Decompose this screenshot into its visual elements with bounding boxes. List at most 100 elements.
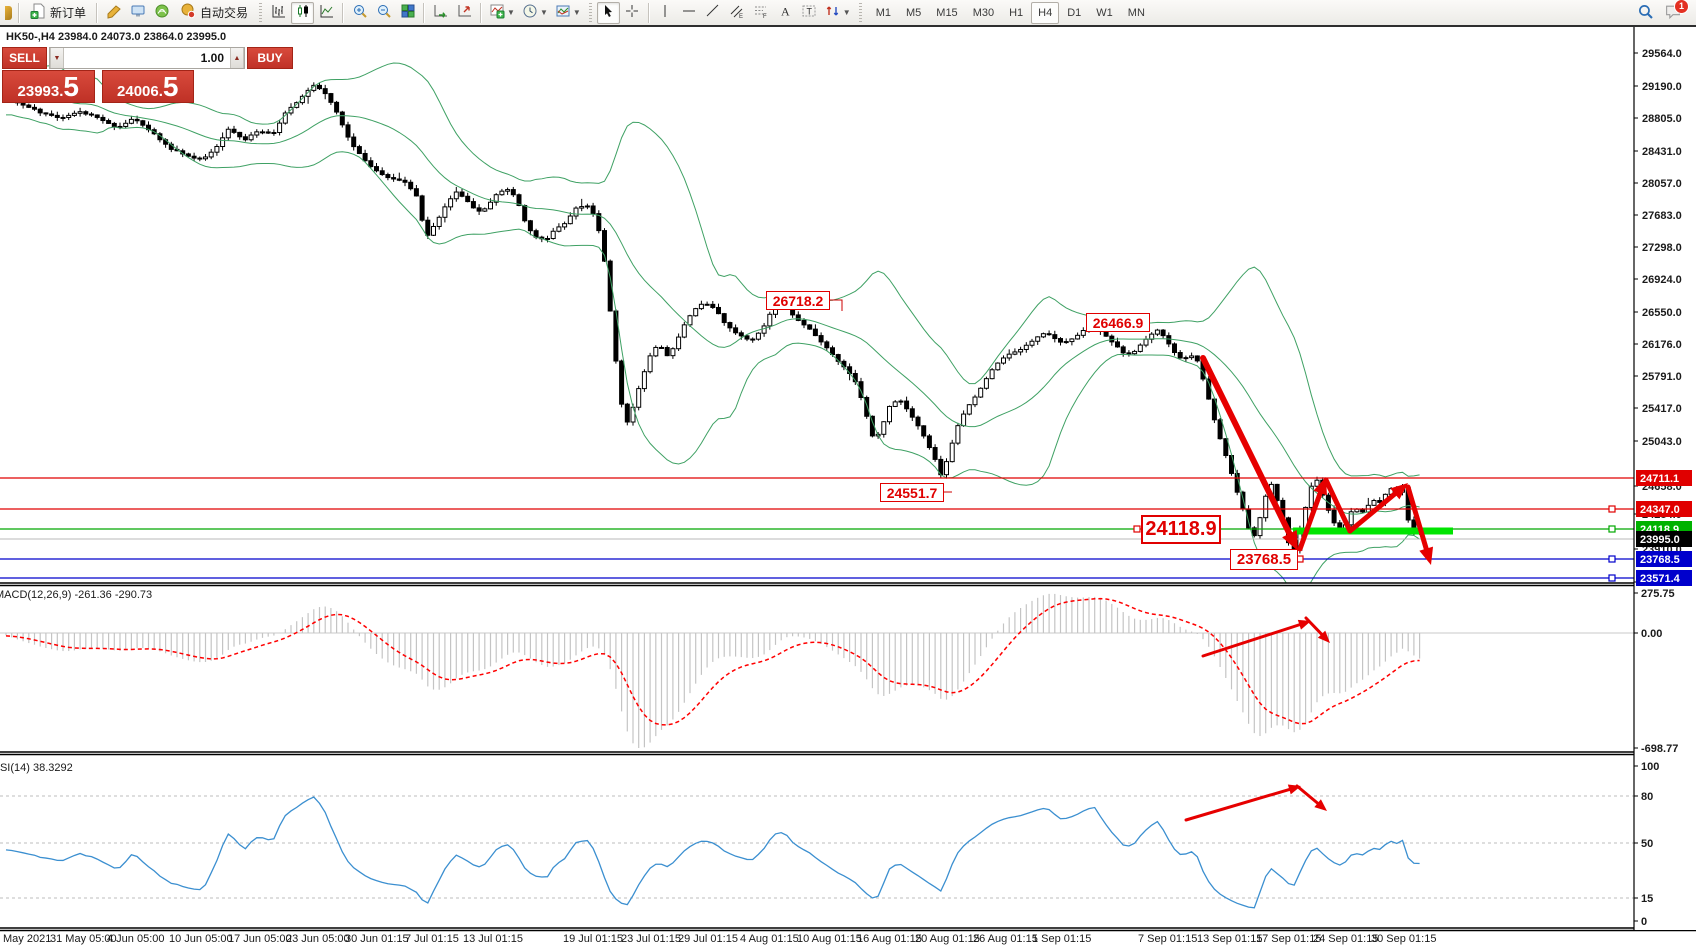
- indicators-button[interactable]: ▼: [486, 2, 518, 24]
- svg-text:-698.77: -698.77: [1641, 743, 1678, 755]
- svg-text:May 2021: May 2021: [3, 933, 51, 945]
- line-handle[interactable]: [1133, 525, 1141, 533]
- new-order-label: 新订单: [50, 6, 87, 20]
- toolbar-grip: [259, 2, 263, 23]
- zoom-out-button[interactable]: [372, 2, 395, 24]
- svg-text:26924.0: 26924.0: [1642, 274, 1682, 286]
- search-button[interactable]: [1634, 2, 1657, 24]
- line-handle[interactable]: [1608, 574, 1616, 582]
- svg-text:7 Jul 01:15: 7 Jul 01:15: [405, 933, 459, 945]
- price-callout-label[interactable]: 26466.9: [1086, 313, 1150, 332]
- svg-text:17 Jun 05:00: 17 Jun 05:00: [228, 933, 292, 945]
- volume-input[interactable]: [64, 48, 230, 68]
- timeframe-M5[interactable]: M5: [906, 6, 922, 19]
- horizontal-line-button[interactable]: [678, 2, 701, 24]
- template-button[interactable]: ▼: [552, 2, 584, 24]
- price-callout-label[interactable]: 26718.2: [766, 291, 830, 310]
- line-chart-icon: [319, 3, 335, 22]
- timeframe-H4[interactable]: H4: [1031, 1, 1060, 24]
- svg-text:29190.0: 29190.0: [1642, 81, 1682, 93]
- toolbar-separator: [18, 2, 20, 23]
- timeframe-M1[interactable]: M1: [875, 6, 891, 19]
- auto-scroll-icon: [433, 3, 449, 22]
- timeframe-W1[interactable]: W1: [1096, 6, 1113, 19]
- price-axis[interactable]: 29564.0 29190.0 28805.0 28431.0 28057.0 27683…: [1633, 27, 1696, 930]
- vertical-line-button[interactable]: [654, 2, 677, 24]
- channel-button[interactable]: E: [726, 2, 749, 24]
- svg-text:1 Sep 01:15: 1 Sep 01:15: [1032, 933, 1091, 945]
- timeframe-M15[interactable]: M15: [936, 6, 958, 19]
- svg-text:13 Sep 01:15: 13 Sep 01:15: [1197, 933, 1262, 945]
- svg-text:E: E: [739, 14, 743, 19]
- timeframe-MN[interactable]: MN: [1127, 6, 1145, 19]
- buy-button[interactable]: BUY: [247, 47, 293, 69]
- styles-button[interactable]: [102, 2, 125, 24]
- macd-arrows[interactable]: [1201, 616, 1330, 658]
- price-callout-label[interactable]: 23768.5: [1230, 549, 1298, 570]
- horizontal-level-lines[interactable]: [0, 477, 1634, 579]
- candlestick-button[interactable]: [291, 1, 315, 24]
- svg-text:23995.0: 23995.0: [1640, 534, 1680, 546]
- auto-trading-button[interactable]: 自动交易: [174, 2, 254, 24]
- clipped-icon: [5, 5, 12, 20]
- chart-shift-button[interactable]: [453, 2, 476, 24]
- volume-down-button[interactable]: ▼: [50, 48, 64, 68]
- trend-arrows[interactable]: [1200, 355, 1434, 565]
- rsi-arrows[interactable]: [1184, 784, 1327, 822]
- signals-button[interactable]: [150, 2, 173, 24]
- periods-button[interactable]: ▼: [519, 2, 551, 24]
- text-button[interactable]: A: [774, 2, 797, 24]
- terminal-button[interactable]: [126, 2, 149, 24]
- buy-price[interactable]: 24006. 5: [101, 70, 194, 103]
- bar-chart-button[interactable]: [267, 2, 290, 24]
- volume-up-button[interactable]: ▲: [230, 48, 244, 68]
- label-icon: T: [801, 3, 817, 22]
- symbol-ohlc-info: HK50-,H4 23984.0 24073.0 23864.0 23995.0: [6, 31, 227, 43]
- new-order-button[interactable]: 新订单: [24, 2, 92, 24]
- svg-text:25043.0: 25043.0: [1642, 436, 1682, 448]
- sell-price[interactable]: 23993. 5: [2, 70, 95, 103]
- axis-price-flag: [1636, 570, 1692, 586]
- timeframe-M30[interactable]: M30: [972, 6, 995, 19]
- trendline-button[interactable]: [702, 2, 725, 24]
- line-handle[interactable]: [1608, 525, 1616, 533]
- main-pane: [3, 60, 1423, 583]
- svg-text:25791.0: 25791.0: [1642, 371, 1682, 383]
- price-callout-label[interactable]: 24551.7: [880, 483, 944, 502]
- crosshair-button[interactable]: [621, 2, 644, 24]
- cursor-button[interactable]: [596, 1, 620, 24]
- tile-windows-button[interactable]: [396, 2, 419, 24]
- svg-text:23 Jul 01:15: 23 Jul 01:15: [621, 933, 681, 945]
- autotrade-icon: [180, 3, 196, 22]
- line-chart-button[interactable]: [315, 2, 338, 24]
- timeframe-H1[interactable]: H1: [1009, 6, 1024, 19]
- line-handle[interactable]: [1608, 505, 1616, 513]
- sell-button[interactable]: SELL: [2, 47, 47, 69]
- svg-text:27298.0: 27298.0: [1642, 242, 1682, 254]
- zoom-out-icon: [376, 3, 392, 22]
- svg-text:7 Sep 01:15: 7 Sep 01:15: [1138, 933, 1197, 945]
- label-button[interactable]: T: [798, 2, 821, 24]
- svg-text:24347.0: 24347.0: [1640, 504, 1680, 516]
- price-callout-label[interactable]: 24118.9: [1141, 515, 1221, 544]
- toolbar-separator: [342, 2, 345, 23]
- svg-text:16 Aug 01:15: 16 Aug 01:15: [857, 933, 922, 945]
- arrows-tool-button[interactable]: ▼: [822, 2, 854, 24]
- radio-icon: [154, 3, 170, 22]
- zoom-in-button[interactable]: [348, 2, 371, 24]
- fibonacci-button[interactable]: F: [750, 2, 773, 24]
- toolbar-separator: [480, 2, 483, 23]
- search-icon: [1637, 3, 1654, 23]
- toolbar: 新订单 自动交易 ▼ ▼ ▼ E F A: [0, 0, 1696, 27]
- notifications-button[interactable]: 1: [1661, 0, 1689, 24]
- svg-text:27683.0: 27683.0: [1642, 210, 1682, 222]
- crosshair-icon: [624, 3, 640, 22]
- indicators-icon: [489, 3, 505, 22]
- chevron-down-icon: ▼: [572, 8, 581, 17]
- new-order-icon: [30, 3, 46, 22]
- line-handle[interactable]: [1608, 555, 1616, 563]
- auto-scroll-button[interactable]: [429, 2, 452, 24]
- timeframe-D1[interactable]: D1: [1067, 6, 1082, 19]
